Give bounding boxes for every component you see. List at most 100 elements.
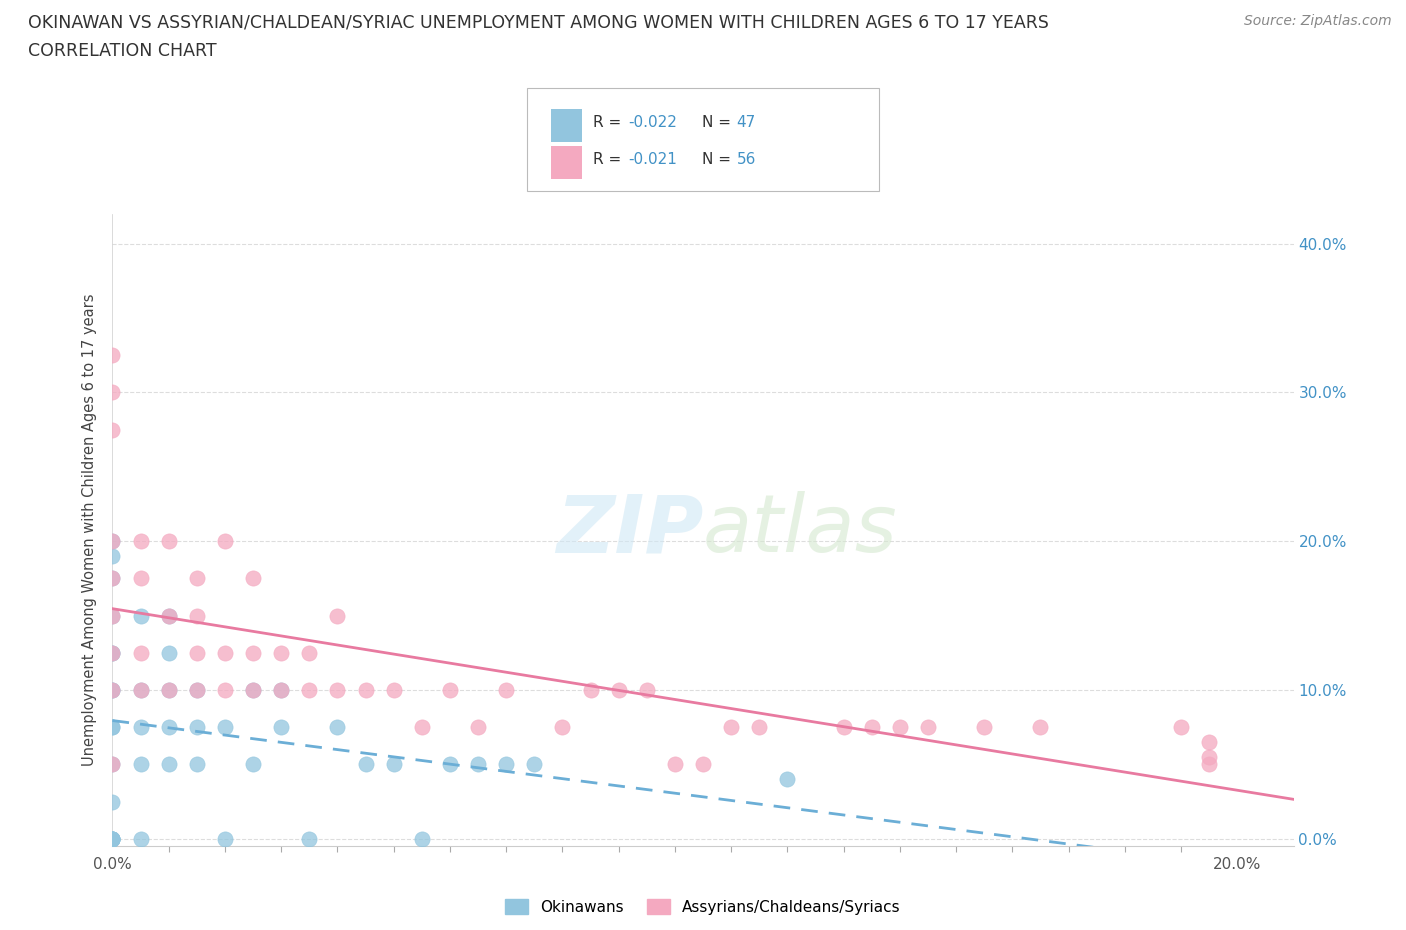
Point (214, 720, 236, 735)
Point (101, 422, 124, 437)
Point (1198, 750, 1220, 764)
Point (1198, 735, 1220, 750)
Point (467, 757, 489, 772)
Point (298, 683, 321, 698)
Point (636, 683, 658, 698)
Point (129, 831, 152, 846)
Point (101, 720, 124, 735)
Point (242, 645, 264, 660)
Point (664, 757, 686, 772)
Point (101, 794, 124, 809)
Point (186, 571, 208, 586)
Point (326, 720, 349, 735)
Point (411, 831, 433, 846)
Point (214, 683, 236, 698)
Point (101, 757, 124, 772)
Point (242, 683, 264, 698)
Text: OKINAWAN VS ASSYRIAN/CHALDEAN/SYRIAC UNEMPLOYMENT AMONG WOMEN WITH CHILDREN AGES: OKINAWAN VS ASSYRIAN/CHALDEAN/SYRIAC UNE… (28, 14, 1049, 32)
Text: CORRELATION CHART: CORRELATION CHART (28, 42, 217, 60)
Point (270, 683, 292, 698)
Point (101, 831, 124, 846)
Point (382, 683, 405, 698)
Point (186, 645, 208, 660)
Point (242, 683, 264, 698)
Point (157, 608, 180, 623)
Point (129, 683, 152, 698)
Point (101, 348, 124, 363)
Text: ZIP: ZIP (555, 491, 703, 569)
Point (242, 757, 264, 772)
Point (101, 831, 124, 846)
Point (101, 571, 124, 586)
Point (270, 720, 292, 735)
Text: N =: N = (702, 153, 735, 167)
Point (973, 720, 995, 735)
Text: R =: R = (593, 153, 627, 167)
Point (860, 720, 883, 735)
Point (832, 720, 855, 735)
Point (692, 757, 714, 772)
Point (186, 608, 208, 623)
Point (101, 385, 124, 400)
Point (157, 720, 180, 735)
Y-axis label: Unemployment Among Women with Children Ages 6 to 17 years: Unemployment Among Women with Children A… (82, 294, 97, 766)
Point (101, 645, 124, 660)
Point (129, 757, 152, 772)
Point (101, 534, 124, 549)
Point (270, 645, 292, 660)
Point (157, 534, 180, 549)
Point (101, 683, 124, 698)
Text: 56: 56 (737, 153, 756, 167)
Text: R =: R = (593, 115, 627, 130)
Legend: Okinawans, Assyrians/Chaldeans/Syriacs: Okinawans, Assyrians/Chaldeans/Syriacs (499, 893, 907, 921)
Point (439, 683, 461, 698)
Point (157, 608, 180, 623)
Point (382, 757, 405, 772)
Point (101, 831, 124, 846)
Text: atlas: atlas (703, 491, 898, 569)
Point (101, 608, 124, 623)
Point (579, 683, 602, 698)
Point (101, 571, 124, 586)
Point (157, 645, 180, 660)
Point (157, 683, 180, 698)
Point (917, 720, 939, 735)
Point (101, 534, 124, 549)
Point (467, 720, 489, 735)
Point (495, 683, 517, 698)
Point (214, 534, 236, 549)
Point (101, 757, 124, 772)
Point (889, 720, 911, 735)
Point (495, 757, 517, 772)
Point (101, 608, 124, 623)
Point (214, 831, 236, 846)
Point (551, 720, 574, 735)
Text: N =: N = (702, 115, 735, 130)
Point (720, 720, 742, 735)
Point (129, 534, 152, 549)
Point (607, 683, 630, 698)
Point (101, 831, 124, 846)
Point (776, 772, 799, 787)
Point (101, 831, 124, 846)
Point (101, 645, 124, 660)
Point (186, 757, 208, 772)
Point (101, 683, 124, 698)
Point (157, 757, 180, 772)
Point (411, 720, 433, 735)
Point (101, 831, 124, 846)
Point (270, 683, 292, 698)
Point (242, 571, 264, 586)
Point (101, 720, 124, 735)
Text: -0.022: -0.022 (628, 115, 678, 130)
Point (748, 720, 770, 735)
Point (214, 645, 236, 660)
Text: Source: ZipAtlas.com: Source: ZipAtlas.com (1244, 14, 1392, 28)
Point (354, 757, 377, 772)
Text: 47: 47 (737, 115, 756, 130)
Point (157, 683, 180, 698)
Point (186, 683, 208, 698)
Point (129, 683, 152, 698)
Point (326, 608, 349, 623)
Point (326, 683, 349, 698)
